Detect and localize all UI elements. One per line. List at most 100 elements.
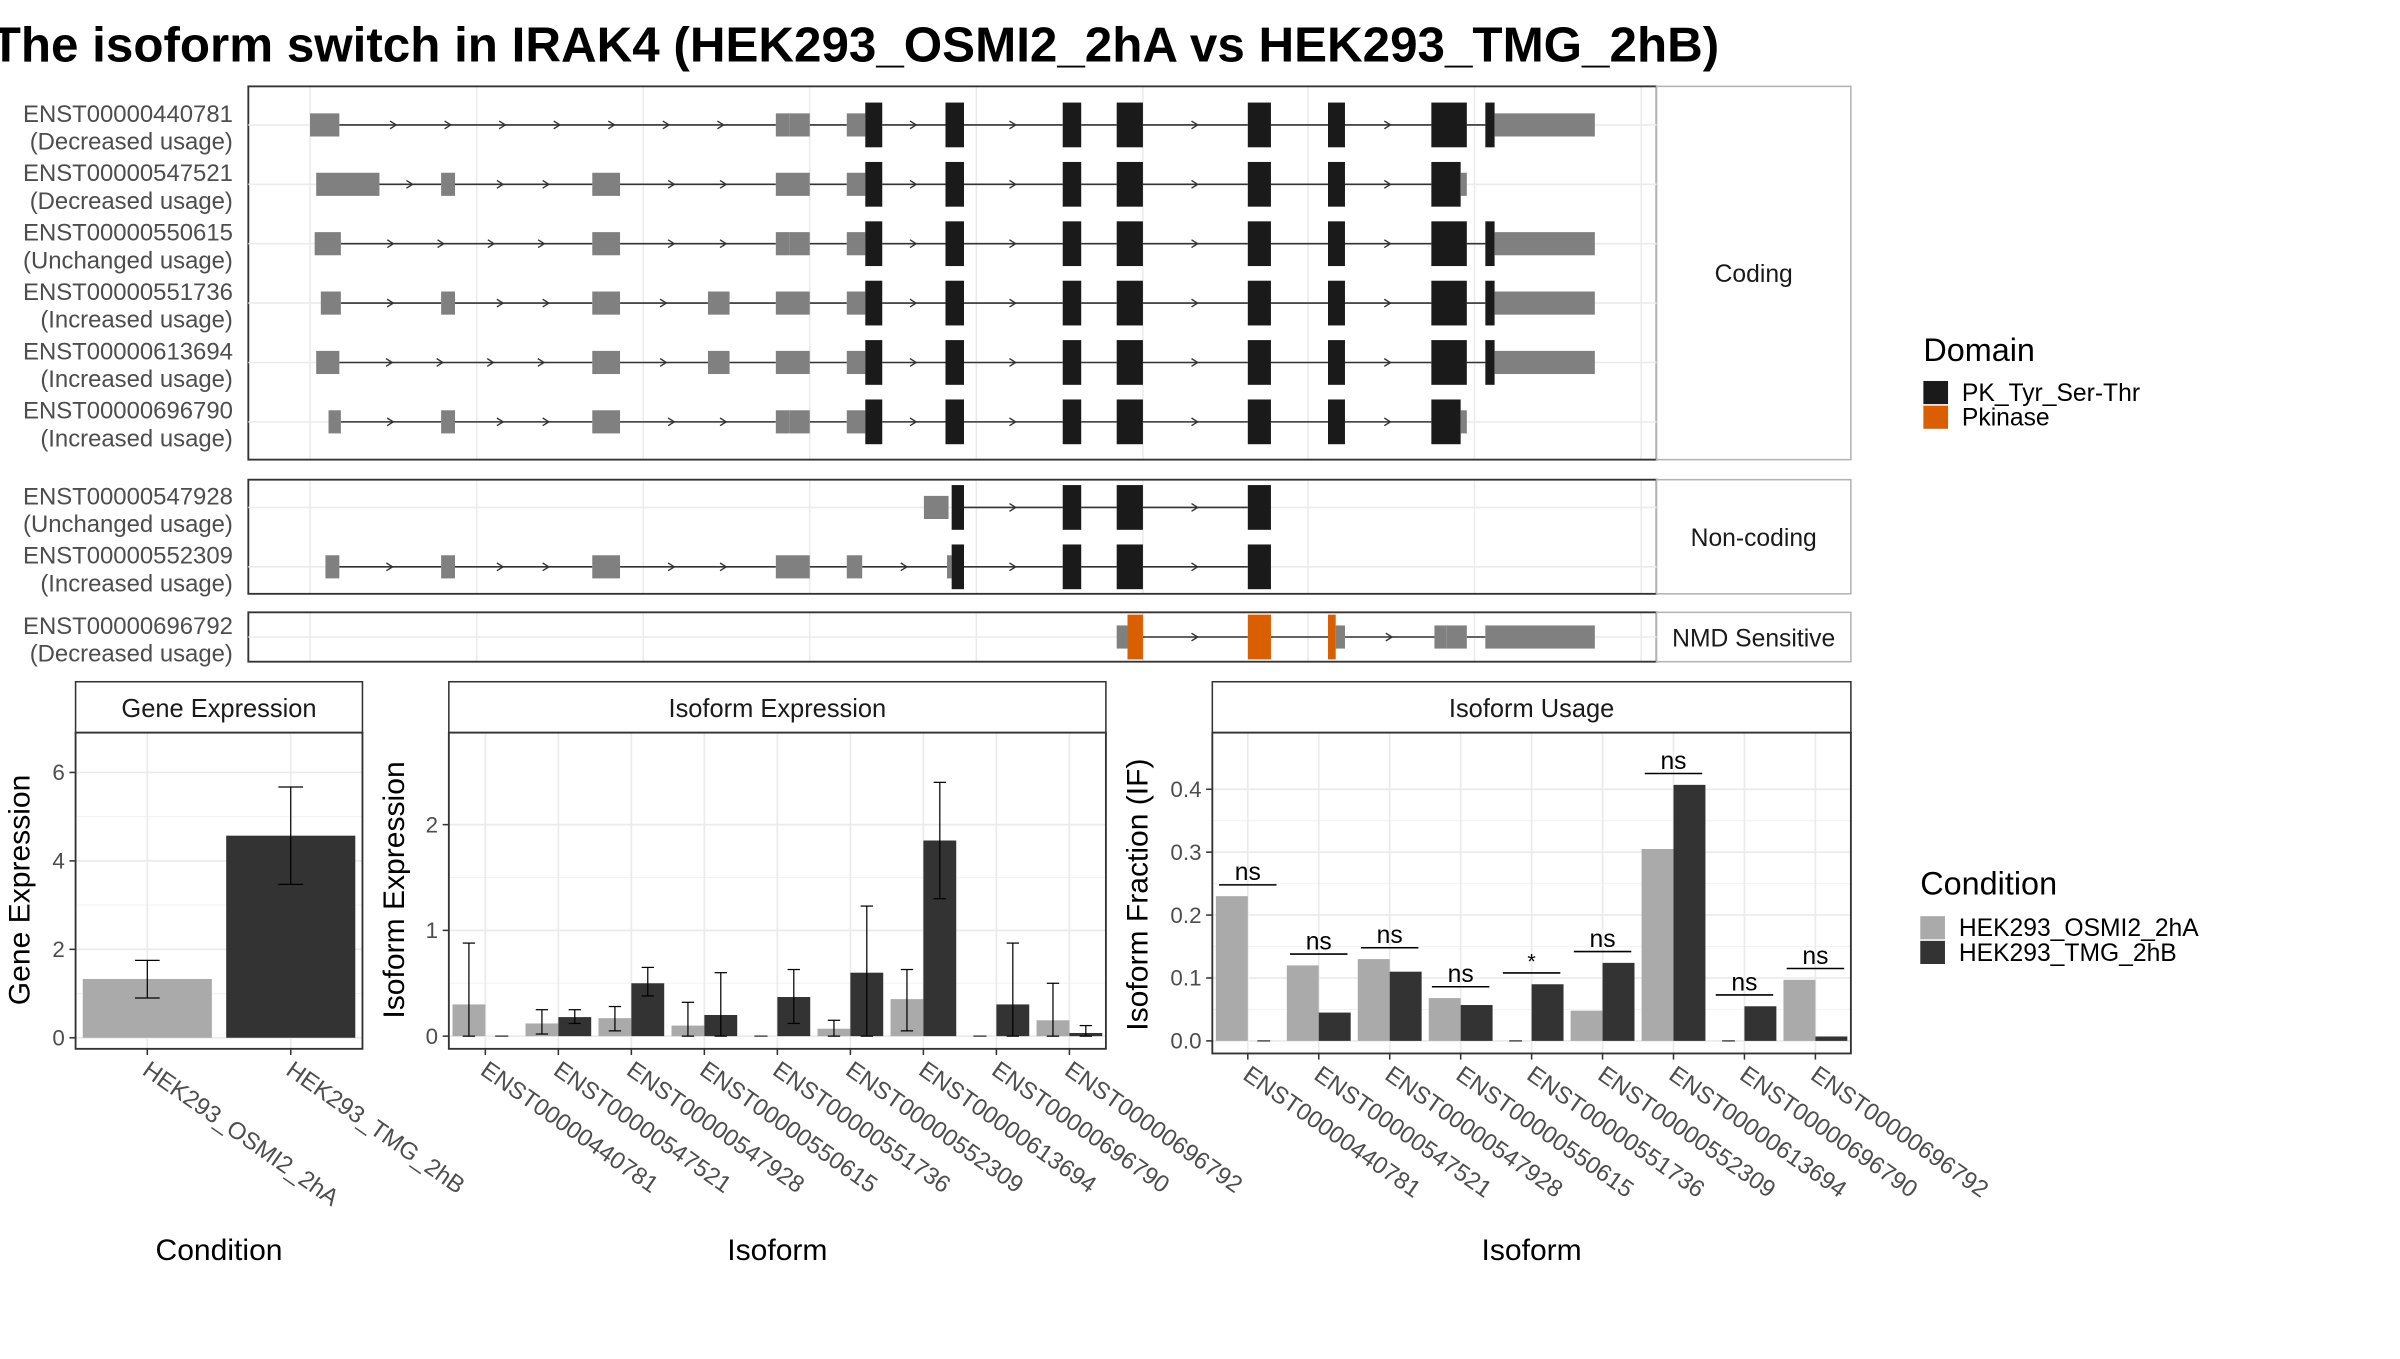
y-tick-label: 0.4 [1170,777,1201,802]
exon-utr [1335,625,1345,649]
exon-domain-pk-tyr-ser-thr [865,280,883,326]
intron-arrow [437,239,446,249]
structure-strip [1655,611,1852,663]
exon-utr [846,410,866,434]
intron-arrow [662,120,671,130]
exon-utr [1494,350,1595,375]
transcript-id-label: ENST00000613694 [23,338,233,365]
intron-arrow [386,562,394,572]
intron-arrow [667,562,676,572]
transcript-id-label: ENST00000696792 [23,613,233,640]
exon-utr [846,555,863,579]
exon-utr [592,410,621,434]
y-tick-label: 0.3 [1170,840,1201,865]
exon-utr [846,172,866,196]
exon-domain-pk-tyr-ser-thr [945,399,964,445]
exon-utr [1460,410,1467,434]
exon-domain-pk-tyr-ser-thr [1328,102,1345,148]
bar-hek293-osmi2-2ha-enst00000547928 [1357,959,1390,1041]
chart-title-isoform-usage: Isoform Usage [1449,695,1614,723]
exon-utr [320,291,341,315]
significance-label: * [1527,948,1536,973]
exon-domain-pk-tyr-ser-thr [1247,102,1271,148]
exon-domain-pk-tyr-ser-thr [1062,544,1082,590]
domain-legend-label-pk-tyr-ser-thr: PK_Tyr_Ser-Thr [1962,380,2140,407]
intron-arrow [1009,358,1017,367]
x-axis-label: Isoform [1481,1234,1581,1267]
y-axis-label: Isoform Fraction (IF) [1122,758,1155,1030]
y-tick-label: 4 [52,849,64,874]
exon-utr [441,291,456,315]
intron-arrow [719,417,728,427]
structure-panel-bg [248,86,1657,460]
transcript-usage-label: (Increased usage) [40,366,233,393]
intron-arrow [496,417,505,427]
intron-arrow [1383,239,1392,249]
condition-legend-label-hek293-tmg-2hb: HEK293_TMG_2hB [1959,940,2177,967]
transcript-usage-label: (Decreased usage) [30,129,233,156]
intron-arrow [1009,562,1017,572]
exon-utr [775,350,810,375]
intron-arrow [659,298,668,308]
transcript-id-label: ENST00000547521 [23,160,233,187]
exon-utr [1494,113,1595,137]
exon-domain-pk-tyr-ser-thr [1062,340,1082,385]
significance-label: ns [1660,748,1686,775]
intron-arrow [1191,632,1199,642]
bar-hek293-tmg-2hb-enst00000551736 [1531,984,1564,1041]
intron-arrow [386,417,395,427]
y-tick-label: 0 [426,1024,438,1049]
significance-label: ns [1802,943,1828,970]
intron-arrow [719,239,728,249]
chart-panel-border [74,731,364,1050]
intron-arrow [1009,417,1017,427]
significance-label: ns [1448,961,1474,988]
exon-utr [947,555,952,579]
exon-utr [1460,172,1467,196]
y-tick-label: 2 [426,812,438,837]
intron-arrow [900,562,909,572]
bar-hek293-tmg-2hb-enst00000547521 [558,1017,592,1037]
exon-domain-pk-tyr-ser-thr [1116,161,1143,207]
significance-label: ns [1306,928,1332,955]
intron-arrow [386,239,395,249]
bar-hek293-osmi2-2ha-enst00000550615 [1428,998,1461,1041]
exon-domain-pk-tyr-ser-thr [1247,280,1271,326]
intron-arrow [1191,358,1199,367]
group-label-non-coding: Non-coding [1691,525,1817,552]
exon-utr [441,410,456,434]
intron-arrow [487,239,496,249]
transcript-id-label: ENST00000552309 [23,543,233,570]
transcript-id-label: ENST00000551736 [23,279,233,306]
exon-domain-pk-tyr-ser-thr [1328,161,1345,207]
chart-strip [448,680,1107,734]
intron-arrow [719,179,728,189]
transcript-id-label: ENST00000547928 [23,483,233,510]
exon-utr [1446,625,1467,649]
exon-utr [846,113,866,137]
intron-arrow [1383,179,1392,189]
condition-legend-key-hek293-tmg-2hb [1920,940,1945,964]
exon-utr [328,410,341,434]
intron-arrow [1191,562,1199,572]
structure-strip [1655,85,1852,461]
exon-utr [775,555,810,579]
exon-domain-pk-tyr-ser-thr [1116,102,1143,148]
exon-domain-pk-tyr-ser-thr [1062,485,1082,530]
bar-hek293-tmg-2hb-enst00000613694 [1673,784,1706,1041]
intron-arrow [667,239,676,249]
exon-domain-pk-tyr-ser-thr [1485,340,1495,385]
exon-domain-pk-tyr-ser-thr [865,161,883,207]
intron-arrow [1009,298,1017,308]
exon-domain-pk-tyr-ser-thr [1485,280,1495,326]
figure-title: The isoform switch in IRAK4 (HEK293_OSMI… [0,18,1719,73]
exon-domain-pk-tyr-ser-thr [945,340,964,385]
chart-strip [1211,680,1852,734]
exon-domain-pk-tyr-ser-thr [1247,544,1271,590]
chart-title-gene-expression: Gene Expression [121,695,316,723]
bar-hek293-osmi2-2ha-enst00000547521 [1286,965,1319,1041]
intron-arrow [1191,179,1199,189]
intron-arrow [909,120,918,130]
intron-arrow [659,358,668,367]
domain-legend-key-pk-tyr-ser-thr [1923,380,1949,405]
